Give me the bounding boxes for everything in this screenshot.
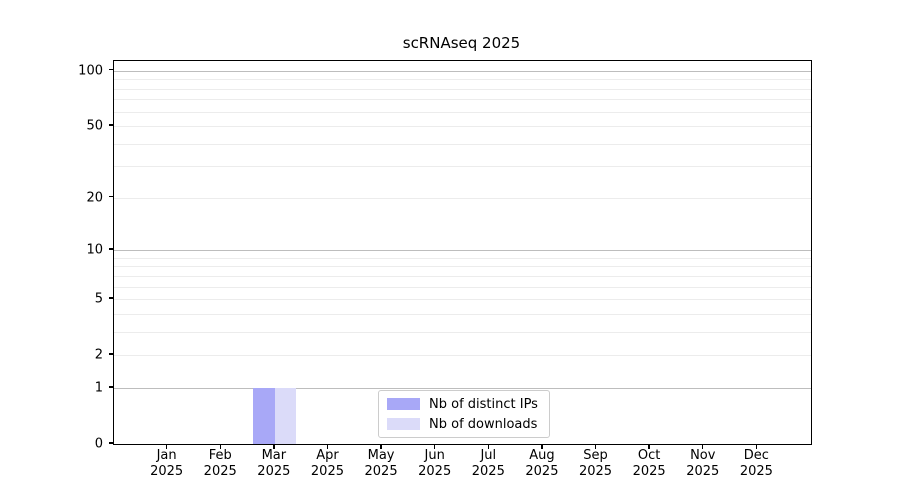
y-tick-label: 0 [94,436,103,452]
x-tick-mark [219,444,221,449]
gridline-minor [114,313,811,315]
x-tick-label: Jun 2025 [418,448,452,479]
gridline-major [114,250,811,252]
y-tick-mark [109,386,114,388]
x-tick-label: Aug 2025 [525,448,559,479]
x-tick-label: Jan 2025 [150,448,184,479]
y-tick-mark [109,69,114,71]
legend-label-distinct-ips: Nb of distinct IPs [429,396,538,412]
x-tick-label: May 2025 [364,448,398,479]
gridline-minor [114,286,811,288]
x-tick-mark [433,444,436,449]
x-tick-mark [487,444,489,449]
y-tick-label: 20 [86,190,103,206]
gridline-minor [114,331,811,333]
x-tick-mark [326,444,329,449]
y-tick-mark [109,196,114,198]
x-tick-mark [648,444,650,449]
x-tick-label: Mar 2025 [257,448,291,479]
gridline-minor [114,299,811,301]
x-tick-mark [273,444,275,449]
gridline-major [114,70,811,72]
gridline-minor [114,355,811,357]
gridline-minor [114,143,811,145]
gridline-minor [114,275,811,277]
gridline-minor [114,166,811,168]
x-tick-label: Dec 2025 [739,448,773,479]
legend: Nb of distinct IPs Nb of downloads [378,390,550,438]
y-tick-mark [109,442,114,444]
y-tick-label: 5 [94,291,103,307]
x-tick-mark [702,444,704,449]
x-tick-mark [541,444,543,449]
y-tick-label: 10 [86,242,103,258]
gridline-minor [114,79,811,81]
chart-title: scRNAseq 2025 [402,34,521,52]
x-tick-label: Feb 2025 [203,448,237,479]
plot-area [113,60,812,445]
y-tick-label: 100 [78,63,103,79]
legend-item-distinct-ips: Nb of distinct IPs [387,397,541,412]
bar [253,387,275,444]
legend-item-downloads: Nb of downloads [387,417,541,432]
x-tick-mark [755,444,758,449]
y-tick-label: 50 [86,118,103,134]
bar [274,387,297,444]
gridline-minor [114,197,811,199]
y-tick-mark [109,353,114,355]
x-tick-label: Nov 2025 [686,448,720,479]
gridline-minor [114,99,811,101]
legend-swatch-0 [387,398,420,410]
x-tick-mark [380,444,382,449]
gridline-minor [114,257,811,259]
gridline-minor [114,266,811,268]
y-tick-label: 2 [94,347,103,363]
x-tick-label: Jul 2025 [471,448,505,479]
y-tick-mark [109,248,114,250]
x-tick-label: Sep 2025 [578,448,613,479]
x-tick-mark [165,444,168,449]
legend-swatch-1 [387,418,420,430]
gridline-major [114,387,811,389]
y-tick-mark [109,124,114,126]
gridline-minor [114,126,811,128]
x-tick-label: Apr 2025 [310,448,344,479]
x-tick-mark [594,444,597,449]
gridline-minor [114,111,811,113]
y-tick-label: 1 [94,380,103,396]
gridline-minor [114,88,811,90]
x-tick-label: Oct 2025 [632,448,666,479]
legend-label-downloads: Nb of downloads [429,416,538,432]
y-tick-mark [109,297,114,299]
